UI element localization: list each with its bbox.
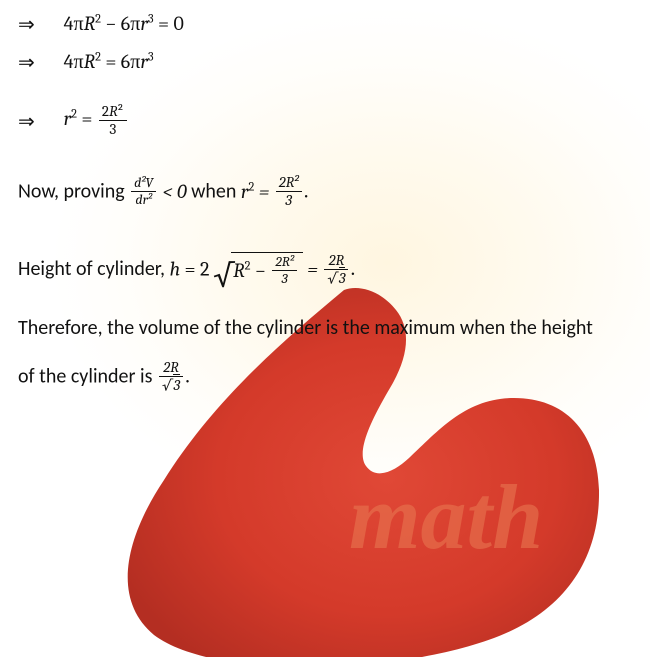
equation-line-1: ⇒ 4πR2 − 6πr3 = 0	[18, 12, 642, 36]
eq1-lhs: 4πR2	[64, 12, 101, 35]
implies-arrow: ⇒	[18, 12, 60, 36]
implies-arrow: ⇒	[18, 50, 60, 74]
conclusion-pre-2: of the cylinder is	[18, 365, 157, 389]
height-eq2: =	[303, 258, 322, 281]
prove-pre: Now, proving	[18, 180, 129, 204]
height-tail: .	[350, 257, 355, 281]
conclusion-fraction: 2R √3	[157, 360, 185, 393]
proving-line: Now, proving d²V dr² < 0 when r2 = 2R² 3…	[18, 175, 642, 208]
document-body: ⇒ 4πR2 − 6πr3 = 0 ⇒ 4πR2 = 6πr3 ⇒ r2 = 2…	[18, 12, 642, 393]
sqrt-inner-fraction: 2R² 3	[270, 255, 299, 286]
sqrt-expression: √ R2 − 2R² 3	[213, 252, 303, 286]
watermark-text: math	[349, 466, 543, 568]
prove-eq: =	[254, 180, 273, 203]
equation-line-3: ⇒ r2 = 2R² 3	[18, 104, 642, 137]
eq3-eq: =	[77, 107, 97, 130]
eq2-rhs: = 6πr3	[101, 50, 154, 73]
height-pre: Height of cylinder,	[18, 257, 170, 281]
eq1-rhs: = 0	[154, 12, 184, 35]
eq2-lhs: 4πR2	[64, 50, 101, 73]
eq3-fraction: 2R² 3	[97, 104, 129, 137]
conclusion-tail: .	[185, 365, 190, 389]
eq3-lhs: r2	[64, 107, 77, 130]
height-h: h = 2	[170, 258, 210, 281]
prove-tail: .	[304, 180, 309, 204]
height-result-fraction: 2R √3	[322, 253, 350, 286]
conclusion-text-1: Therefore, the volume of the cylinder is…	[18, 316, 593, 340]
conclusion-line-2: of the cylinder is 2R √3 .	[18, 360, 642, 393]
prove-fraction: 2R² 3	[274, 175, 304, 208]
prove-when: when	[191, 180, 241, 204]
eq1-mid: − 6πr3	[101, 12, 154, 35]
second-derivative-fraction: d²V dr²	[129, 176, 158, 207]
equation-line-2: ⇒ 4πR2 = 6πr3	[18, 50, 642, 74]
conclusion-line-1: Therefore, the volume of the cylinder is…	[18, 316, 642, 340]
prove-r2: r2	[241, 180, 254, 203]
implies-arrow: ⇒	[18, 109, 60, 133]
height-line: Height of cylinder, h = 2 √ R2 − 2R² 3 =…	[18, 252, 642, 286]
lt-zero: < 0	[158, 180, 191, 203]
